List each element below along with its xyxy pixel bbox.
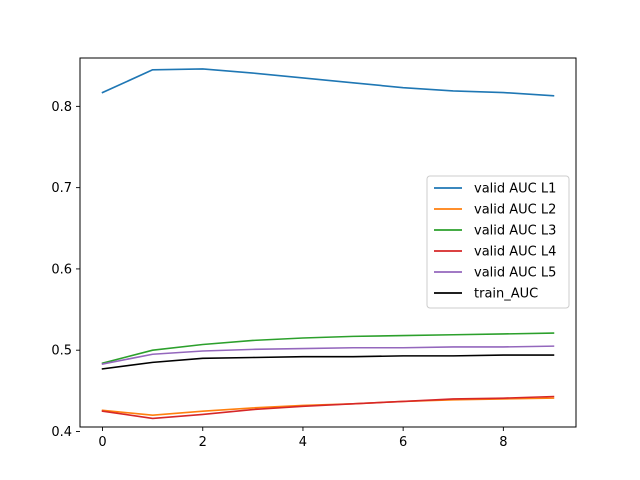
y-tick-label: 0.4: [51, 425, 72, 440]
legend: valid AUC L1 valid AUC L2 valid AUC L3 vali…: [426, 175, 570, 309]
plot-frame: [79, 57, 577, 428]
series-line-3: [101, 332, 555, 365]
legend-label: valid AUC L2: [474, 203, 556, 218]
y-axis: 0.4 0.5 0.6 0.7 0.8: [51, 100, 80, 440]
legend-label: valid AUC L1: [474, 182, 556, 197]
series-line-4: [101, 395, 555, 420]
series-line-6: [101, 354, 555, 370]
y-tick-label: 0.8: [51, 100, 72, 115]
legend-box: [426, 175, 570, 309]
legend-label: train_AUC: [474, 287, 538, 302]
legend-label: valid AUC L3: [474, 224, 556, 239]
x-tick-label: 8: [499, 435, 507, 450]
x-tick-label: 4: [299, 435, 307, 450]
series-layer: [101, 68, 555, 420]
x-tick-label: 0: [98, 435, 106, 450]
y-tick-label: 0.6: [51, 262, 72, 277]
x-axis: 0 2 4 6 8: [98, 427, 507, 450]
series-line-1: [101, 68, 555, 97]
legend-label: valid AUC L4: [474, 245, 556, 260]
x-tick-label: 6: [399, 435, 407, 450]
legend-label: valid AUC L5: [474, 266, 556, 281]
series-line-5: [101, 345, 555, 365]
x-tick-label: 2: [199, 435, 207, 450]
y-tick-label: 0.7: [51, 181, 72, 196]
y-tick-label: 0.5: [51, 344, 72, 359]
